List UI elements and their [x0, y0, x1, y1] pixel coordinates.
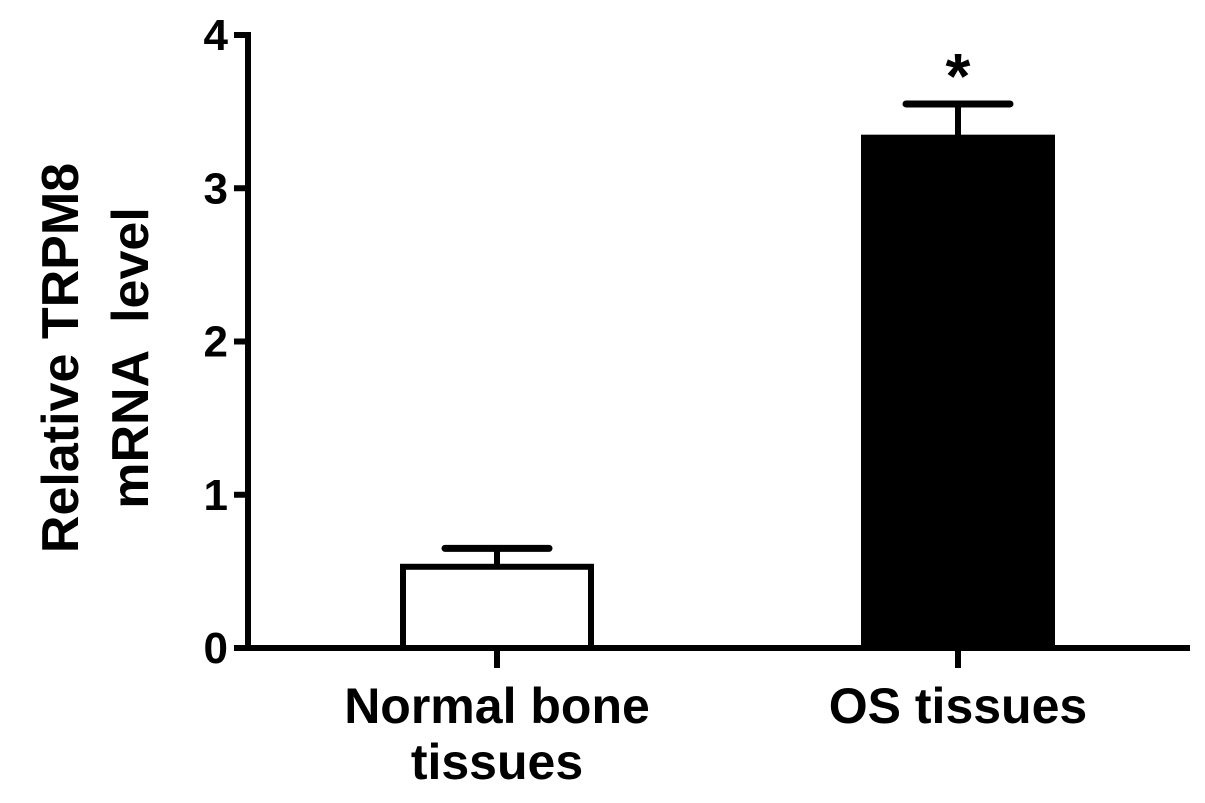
- y-tick-label: 2: [204, 318, 228, 367]
- y-tick-label: 4: [204, 11, 229, 60]
- bars: [400, 100, 1055, 652]
- x-category-label-line: OS tissues: [829, 678, 1087, 734]
- bar: [861, 134, 1055, 652]
- x-category-label: Normal bone tissues: [344, 678, 650, 790]
- x-category-label-line: tissues: [411, 734, 583, 790]
- y-ticks: 0 1 2 3 4: [204, 11, 961, 673]
- x-category-label: OS tissues: [829, 678, 1087, 734]
- y-axis-title-line: Relative TRPM8: [32, 163, 90, 553]
- y-axis-title: Relative TRPM8 mRNA level: [32, 163, 160, 553]
- x-category-label-line: Normal bone: [344, 678, 650, 734]
- x-categories: Normal bone tissues OS tissues: [344, 678, 1087, 790]
- y-axis-title-text: Relative TRPM8 mRNA level: [32, 163, 160, 553]
- y-tick-label: 3: [204, 164, 228, 213]
- annotations: *: [946, 40, 971, 112]
- y-axis-title-line: mRNA level: [102, 207, 160, 509]
- significance-marker: *: [946, 40, 971, 112]
- y-tick-label: 0: [204, 624, 228, 673]
- bar: [400, 563, 594, 652]
- y-tick-label: 1: [204, 471, 228, 520]
